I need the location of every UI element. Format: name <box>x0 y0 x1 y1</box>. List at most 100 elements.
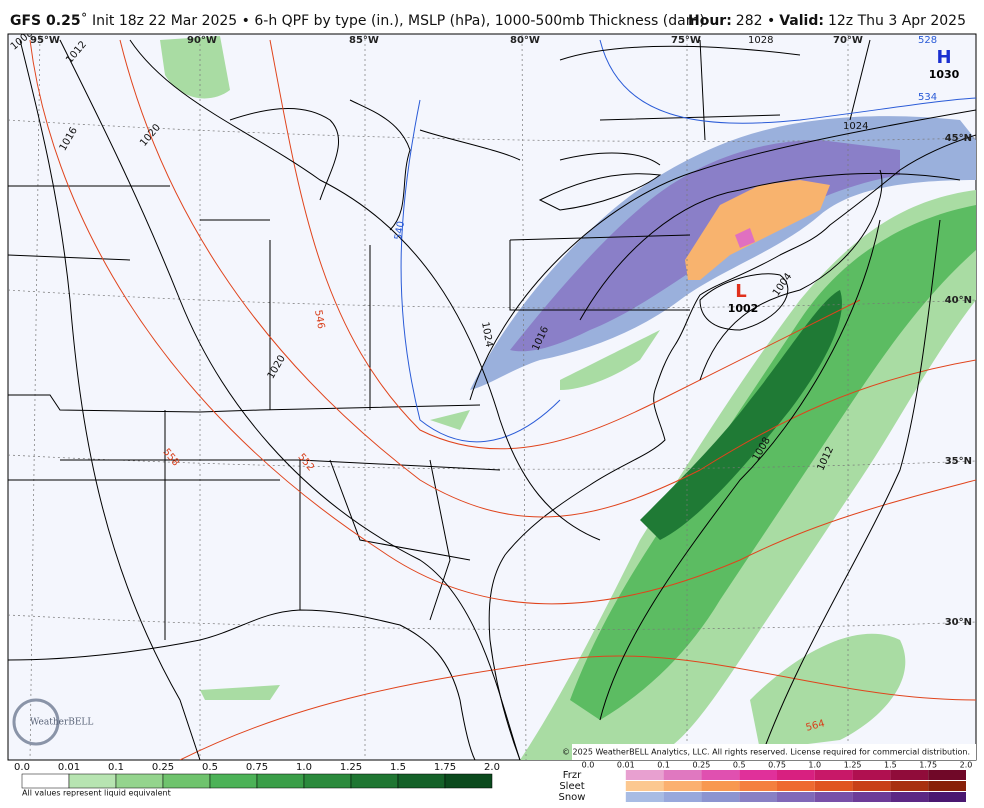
isobar-label: 1028 <box>748 35 773 46</box>
type-tick-label: 2.0 <box>960 761 973 770</box>
type-label: Snow <box>559 792 586 803</box>
lon-label: 80°W <box>510 35 540 46</box>
qpf-tick-label: 0.1 <box>108 762 124 773</box>
copyright: © 2025 WeatherBELL Analytics, LLC. All r… <box>562 748 970 757</box>
qpf-legend: 0.0 0.01 0.1 0.25 0.5 0.75 1.0 1.25 1.5 1.75 2.0 <box>14 762 500 789</box>
qpf-swatch <box>115 773 164 789</box>
qpf-swatch <box>21 773 70 789</box>
type-tick-label: 0.0 <box>582 761 595 770</box>
type-tick-label: 1.5 <box>884 761 897 770</box>
thickness-lines <box>29 39 976 760</box>
type-swatch <box>852 781 891 791</box>
qpf-tick-label: 2.0 <box>484 762 500 773</box>
qpf-tick-label: 0.01 <box>58 762 80 773</box>
rain-heavy <box>640 290 842 540</box>
qpf-tick-label: 0.75 <box>246 762 268 773</box>
lon-label: 90°W <box>187 35 217 46</box>
qpf-swatch <box>397 773 446 789</box>
type-swatch <box>739 770 777 780</box>
lat-label: 45°N <box>945 133 972 144</box>
qpf-swatch <box>209 773 258 789</box>
valid-value: 12z Thu 3 Apr 2025 <box>828 13 966 29</box>
thickness-label: 546 <box>312 309 326 330</box>
type-swatch <box>814 781 853 791</box>
qpf-tick-label: 1.5 <box>390 762 406 773</box>
header-title: GFS 0.25˚ Init 18z 22 Mar 2025 • 6-h QPF… <box>10 12 705 29</box>
lon-label: 95°W <box>30 35 60 46</box>
title-rest: ˚ Init 18z 22 Mar 2025 • 6-h QPF by type… <box>81 12 705 29</box>
qpf-tick-label: 1.75 <box>434 762 456 773</box>
type-swatch <box>814 792 853 802</box>
type-swatch <box>890 781 929 791</box>
freezing-rain <box>735 228 755 248</box>
lon-label: 75°W <box>671 35 701 46</box>
type-swatch <box>625 781 664 791</box>
isobar-label: 1024 <box>843 121 868 132</box>
thickness-label: 528 <box>918 35 937 46</box>
type-tick-label: 1.25 <box>844 761 862 770</box>
lat-label: 35°N <box>945 456 972 467</box>
rain-moderate <box>570 205 976 720</box>
type-tick-label: 1.75 <box>919 761 937 770</box>
logo: WeatherBELL <box>30 718 93 728</box>
boundaries <box>8 39 976 760</box>
header-valid: Hour: 282 • Valid: 12z Thu 3 Apr 2025 <box>688 13 966 29</box>
qpf-swatch <box>303 773 352 789</box>
rain-light-3 <box>160 36 906 750</box>
type-swatch <box>814 770 853 780</box>
type-tick-label: 0.01 <box>617 761 635 770</box>
low-value: 1002 <box>728 302 759 315</box>
type-legend: 0.0 0.01 0.1 0.25 0.5 0.75 1.0 1.25 1.5 1.75 2.0 Fr… <box>559 761 973 804</box>
type-swatch <box>625 792 664 802</box>
type-swatch <box>701 792 740 802</box>
qpf-swatch <box>350 773 399 789</box>
lat-label: 40°N <box>945 295 972 306</box>
type-swatch <box>852 792 891 802</box>
type-label: Frzr <box>563 770 582 781</box>
type-tick-label: 0.25 <box>692 761 710 770</box>
qpf-swatch <box>68 773 117 789</box>
type-swatch <box>928 792 966 802</box>
qpf-tick-label: 1.0 <box>296 762 312 773</box>
qpf-swatch <box>162 773 211 789</box>
lat-label: 30°N <box>945 617 972 628</box>
lon-label: 85°W <box>349 35 379 46</box>
thickness-label: 534 <box>918 92 937 103</box>
type-swatch <box>625 770 664 780</box>
type-swatch <box>852 770 891 780</box>
qpf-tick-label: 1.25 <box>340 762 362 773</box>
rain-light-2 <box>430 330 660 430</box>
copyright-bg <box>572 744 976 760</box>
type-tick-label: 1.0 <box>808 761 821 770</box>
type-swatch <box>701 770 740 780</box>
type-swatch <box>701 781 740 791</box>
qpf-tick-label: 0.25 <box>152 762 174 773</box>
type-swatch <box>739 781 777 791</box>
type-swatch <box>739 792 777 802</box>
qpf-swatch <box>444 773 493 789</box>
type-swatch <box>928 770 966 780</box>
qpf-swatch <box>256 773 305 789</box>
type-swatch <box>777 781 815 791</box>
type-swatch <box>663 792 702 802</box>
isobar-label: 1024 <box>479 321 494 348</box>
type-swatch <box>777 770 815 780</box>
isobars <box>19 39 976 760</box>
graticule <box>8 34 976 760</box>
type-swatch <box>663 770 702 780</box>
type-tick-label: 0.5 <box>733 761 746 770</box>
thickness-label: 540 <box>393 220 407 241</box>
hour-value: 282 • <box>736 13 775 29</box>
qpf-tick-label: 0.5 <box>202 762 218 773</box>
high-letter: H <box>936 47 951 68</box>
qpf-tick-label: 0.0 <box>14 762 30 773</box>
low-letter: L <box>735 281 746 302</box>
hour-label: Hour: <box>688 13 732 29</box>
type-swatch <box>890 770 929 780</box>
model: GFS 0.25 <box>10 13 81 29</box>
type-swatch <box>663 781 702 791</box>
logo-swirl <box>12 698 60 746</box>
thickness-label: 564 <box>805 718 826 734</box>
type-label: Sleet <box>559 781 584 792</box>
